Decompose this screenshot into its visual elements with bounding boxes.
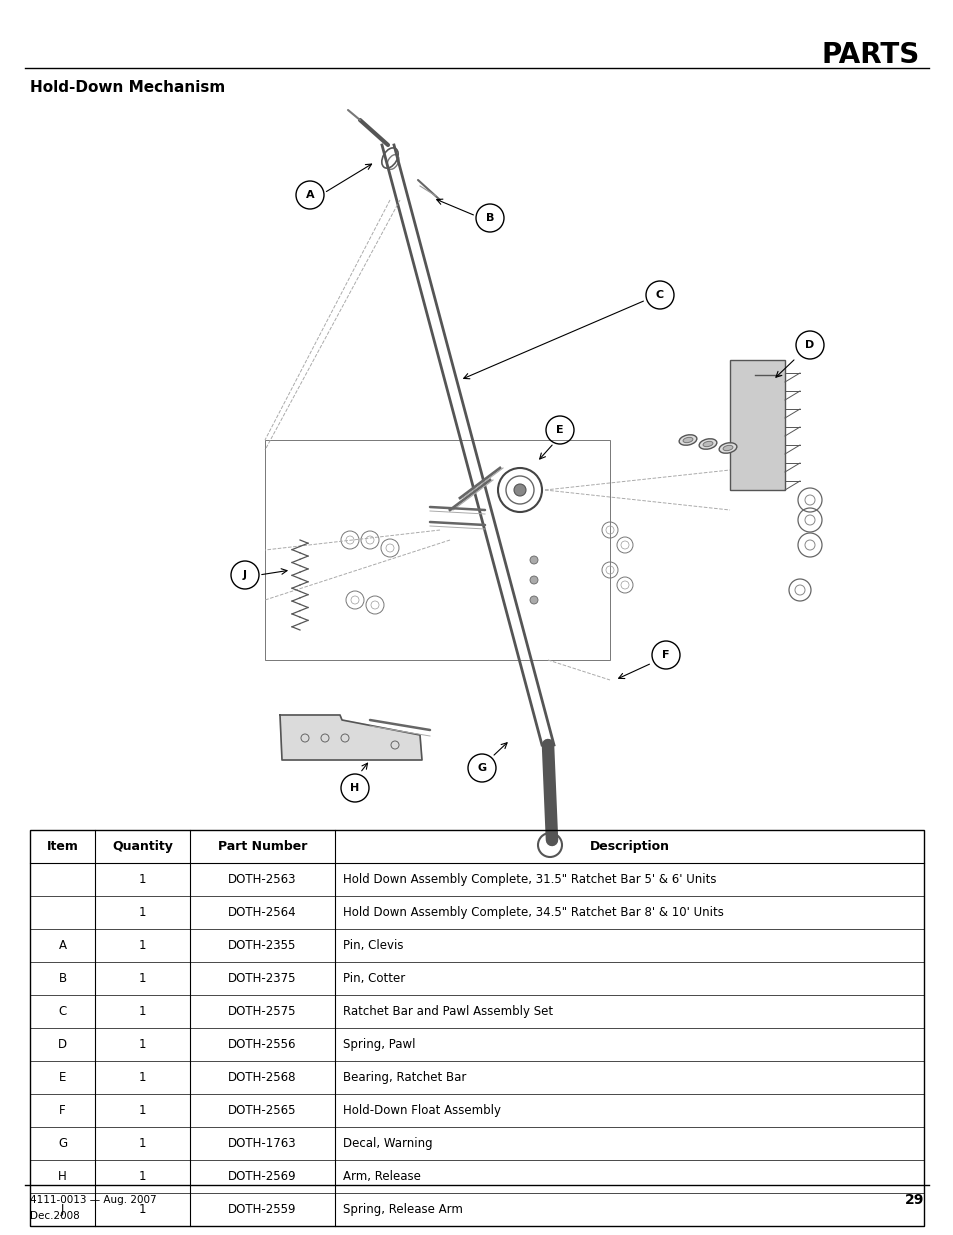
Ellipse shape	[699, 438, 716, 450]
Text: DOTH-2375: DOTH-2375	[228, 972, 296, 986]
Text: DOTH-2565: DOTH-2565	[228, 1104, 296, 1116]
Text: C: C	[656, 290, 663, 300]
Text: 4111-0013 — Aug. 2007: 4111-0013 — Aug. 2007	[30, 1195, 156, 1205]
Text: 1: 1	[138, 1170, 146, 1183]
Text: Bearing, Ratchet Bar: Bearing, Ratchet Bar	[343, 1071, 466, 1084]
Text: DOTH-2564: DOTH-2564	[228, 906, 296, 919]
Bar	[729, 359, 784, 490]
Bar	[265, 440, 609, 659]
Ellipse shape	[679, 435, 696, 446]
Text: 1: 1	[138, 1137, 146, 1150]
Text: A: A	[58, 939, 67, 952]
Text: DOTH-2569: DOTH-2569	[228, 1170, 296, 1183]
Text: H: H	[58, 1170, 67, 1183]
Text: DOTH-2559: DOTH-2559	[228, 1203, 296, 1216]
Text: 1: 1	[138, 972, 146, 986]
Text: F: F	[661, 650, 669, 659]
Text: E: E	[59, 1071, 66, 1084]
Text: Item: Item	[47, 840, 78, 853]
Text: 1: 1	[138, 1071, 146, 1084]
Text: E: E	[556, 425, 563, 435]
Text: G: G	[58, 1137, 67, 1150]
Text: 1: 1	[138, 873, 146, 885]
Text: 1: 1	[138, 1037, 146, 1051]
Text: Arm, Release: Arm, Release	[343, 1170, 420, 1183]
Text: DOTH-2575: DOTH-2575	[228, 1005, 296, 1018]
Ellipse shape	[682, 437, 692, 442]
Text: 29: 29	[903, 1193, 923, 1207]
Ellipse shape	[722, 446, 732, 451]
Text: C: C	[58, 1005, 67, 1018]
Text: Spring, Release Arm: Spring, Release Arm	[343, 1203, 462, 1216]
Text: 1: 1	[138, 939, 146, 952]
Text: PARTS: PARTS	[821, 41, 919, 69]
Text: Decal, Warning: Decal, Warning	[343, 1137, 432, 1150]
Circle shape	[530, 556, 537, 564]
Text: G: G	[476, 763, 486, 773]
Text: DOTH-2568: DOTH-2568	[228, 1071, 296, 1084]
Text: Hold-Down Float Assembly: Hold-Down Float Assembly	[343, 1104, 500, 1116]
Text: Ratchet Bar and Pawl Assembly Set: Ratchet Bar and Pawl Assembly Set	[343, 1005, 553, 1018]
Ellipse shape	[702, 441, 712, 447]
Ellipse shape	[719, 443, 736, 453]
Text: H: H	[350, 783, 359, 793]
Text: DOTH-1763: DOTH-1763	[228, 1137, 296, 1150]
Text: Hold-Down Mechanism: Hold-Down Mechanism	[30, 80, 225, 95]
Text: J: J	[61, 1203, 64, 1216]
Text: D: D	[58, 1037, 67, 1051]
Circle shape	[530, 597, 537, 604]
Polygon shape	[280, 715, 421, 760]
Text: 1: 1	[138, 1005, 146, 1018]
Text: D: D	[804, 340, 814, 350]
Bar	[30, 830, 923, 1226]
Text: F: F	[59, 1104, 66, 1116]
Text: Description: Description	[589, 840, 669, 853]
Text: Pin, Clevis: Pin, Clevis	[343, 939, 403, 952]
Circle shape	[514, 484, 525, 496]
Text: Dec.2008: Dec.2008	[30, 1212, 80, 1221]
Circle shape	[530, 576, 537, 584]
Text: Hold Down Assembly Complete, 31.5" Ratchet Bar 5' & 6' Units: Hold Down Assembly Complete, 31.5" Ratch…	[343, 873, 716, 885]
Text: A: A	[305, 190, 314, 200]
Text: Part Number: Part Number	[217, 840, 307, 853]
Text: DOTH-2556: DOTH-2556	[228, 1037, 296, 1051]
Text: 1: 1	[138, 1203, 146, 1216]
Text: DOTH-2355: DOTH-2355	[228, 939, 296, 952]
Text: J: J	[243, 571, 247, 580]
Text: Pin, Cotter: Pin, Cotter	[343, 972, 405, 986]
Text: Spring, Pawl: Spring, Pawl	[343, 1037, 416, 1051]
Text: B: B	[485, 212, 494, 224]
Text: Quantity: Quantity	[112, 840, 172, 853]
Text: B: B	[58, 972, 67, 986]
Text: Hold Down Assembly Complete, 34.5" Ratchet Bar 8' & 10' Units: Hold Down Assembly Complete, 34.5" Ratch…	[343, 906, 723, 919]
Text: 1: 1	[138, 906, 146, 919]
Text: 1: 1	[138, 1104, 146, 1116]
Text: DOTH-2563: DOTH-2563	[228, 873, 296, 885]
